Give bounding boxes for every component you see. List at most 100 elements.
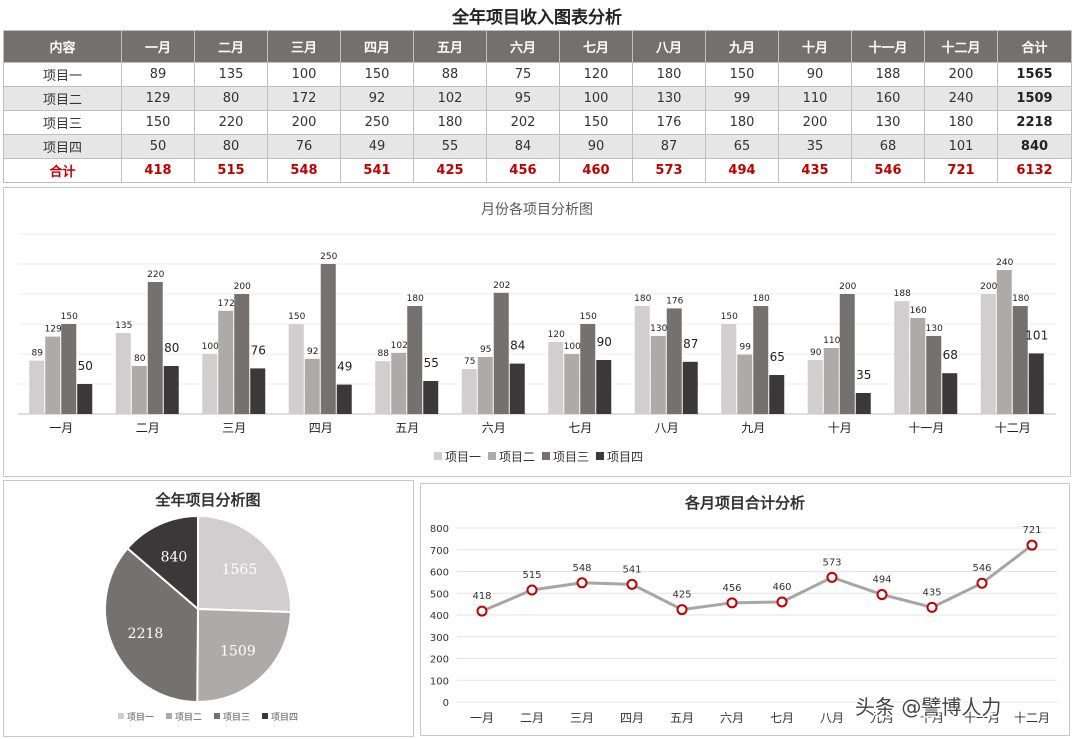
line-chart-panel: 各月项目合计分析 0 100 200 300 400 500 600 700 800 418 515 5… — [420, 483, 1070, 736]
data-label: 541 — [622, 564, 641, 575]
legend-swatch — [262, 713, 268, 719]
table-cell: 160 — [851, 86, 925, 111]
data-point — [776, 596, 788, 608]
table-cell: 101 — [924, 134, 998, 159]
data-label: 101 — [1025, 328, 1048, 342]
data-label: 250 — [320, 252, 337, 262]
watermark: 头条 @譬博人力 — [855, 695, 1001, 719]
data-point — [576, 577, 588, 589]
data-label: 90 — [810, 348, 822, 358]
data-label: 120 — [548, 330, 565, 340]
table-header-cell: 十一月 — [851, 30, 925, 63]
table-row: 项目四 50 80 76 49 55 84 90 87 65 35 68 101 840 — [3, 134, 1072, 159]
table-cell: 515 — [194, 158, 268, 183]
data-label: 35 — [856, 368, 871, 382]
table-row: 项目一 89 135 100 150 88 75 120 180 150 90 188 200 1565 — [3, 62, 1072, 87]
data-point — [526, 584, 538, 596]
bar-4 — [509, 363, 525, 414]
x-tick-label: 七月 — [770, 711, 794, 725]
x-tick-label: 五月 — [395, 421, 419, 435]
bar-4 — [855, 393, 871, 414]
table-cell: 129 — [121, 86, 195, 111]
data-label: 75 — [464, 357, 475, 367]
data-label: 80 — [134, 354, 146, 364]
legend-swatch — [596, 452, 604, 460]
x-tick-label: 一月 — [470, 711, 494, 725]
x-tick-label: 九月 — [870, 711, 894, 725]
y-tick-label: 800 — [430, 524, 449, 535]
bar-2 — [218, 310, 234, 414]
pie-slice — [126, 514, 199, 612]
bar-4 — [596, 360, 612, 414]
table-cell: 494 — [705, 158, 779, 183]
data-label: 180 — [1012, 294, 1029, 304]
bar-1 — [634, 306, 650, 414]
data-label: 188 — [894, 289, 911, 299]
bar-3 — [580, 324, 596, 414]
legend-label: 项目一 — [445, 450, 481, 464]
x-tick-label: 十月 — [828, 421, 852, 435]
data-label: 100 — [202, 342, 219, 352]
bar-1 — [461, 369, 477, 414]
data-label: 546 — [972, 563, 991, 574]
table-header-cell: 六月 — [486, 30, 560, 63]
table-header-cell: 八月 — [632, 30, 706, 63]
x-tick-label: 五月 — [670, 711, 694, 725]
x-tick-label: 八月 — [820, 711, 844, 725]
slice-label: 1509 — [220, 644, 256, 660]
bar-3 — [666, 308, 682, 414]
row-label: 项目二 — [3, 86, 122, 111]
data-label: 150 — [61, 312, 78, 322]
data-label: 99 — [740, 343, 752, 353]
bar-chart: 月份各项目分析图 89 129 150 50 一月 135 80 220 80 二月 100 172 20… — [18, 202, 1056, 464]
table-cell: 49 — [340, 134, 414, 159]
x-tick-label: 四月 — [620, 711, 644, 725]
row-total: 1509 — [997, 86, 1072, 111]
data-label: 180 — [753, 294, 770, 304]
table-header-cell: 二月 — [194, 30, 268, 63]
bar-2 — [823, 348, 839, 414]
table-cell: 721 — [924, 158, 998, 183]
data-label: 515 — [522, 570, 541, 581]
bar-2 — [304, 358, 320, 414]
table-cell: 546 — [851, 158, 925, 183]
bar-4 — [942, 373, 958, 414]
data-point — [676, 604, 688, 616]
data-label: 92 — [307, 347, 318, 357]
y-tick-label: 0 — [443, 698, 449, 709]
table-cell: 35 — [778, 134, 852, 159]
table-cell: 200 — [267, 110, 341, 135]
bar-1 — [202, 354, 218, 414]
x-tick-label: 十二月 — [995, 421, 1031, 435]
bar-1 — [115, 333, 131, 414]
table-header-cell: 十二月 — [924, 30, 998, 63]
table-cell: 50 — [121, 134, 195, 159]
pie-slice — [197, 514, 292, 614]
bar-4 — [336, 384, 352, 414]
legend-label: 项目二 — [499, 450, 535, 464]
data-label: 84 — [510, 339, 525, 353]
table-cell: 130 — [851, 110, 925, 135]
data-label: 100 — [564, 342, 581, 352]
data-label: 150 — [580, 312, 597, 322]
bar-4 — [163, 366, 179, 414]
table-cell: 188 — [851, 62, 925, 87]
table-cell: 250 — [340, 110, 414, 135]
table-cell: 120 — [559, 62, 633, 87]
table-cell: 89 — [121, 62, 195, 87]
y-tick-label: 600 — [430, 568, 449, 579]
chart-title: 全年项目分析图 — [154, 491, 260, 509]
data-label: 573 — [822, 557, 841, 568]
data-label: 130 — [926, 324, 943, 334]
table-cell: 65 — [705, 134, 779, 159]
table-cell: 460 — [559, 158, 633, 183]
table-header-row: 内容 一月 二月 三月 四月 五月 六月 七月 八月 九月 十月 十一月 十二月 合计 — [3, 30, 1072, 63]
table-cell: 100 — [559, 86, 633, 111]
data-label: 150 — [288, 312, 305, 322]
table-header-cell: 内容 — [3, 30, 122, 63]
legend-swatch — [434, 452, 442, 460]
table-cell: 548 — [267, 158, 341, 183]
table-cell: 180 — [413, 110, 487, 135]
table-cell: 95 — [486, 86, 560, 111]
data-label: 68 — [943, 348, 958, 362]
